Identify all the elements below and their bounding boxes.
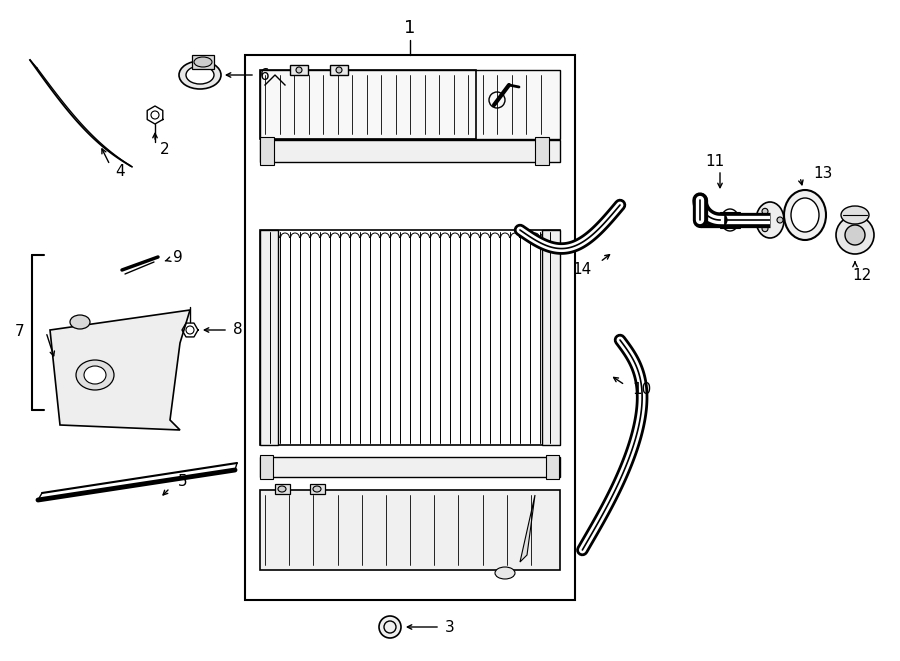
- Ellipse shape: [313, 486, 321, 492]
- Text: 2: 2: [160, 141, 169, 157]
- Bar: [192, 55, 214, 69]
- Polygon shape: [520, 495, 535, 562]
- Ellipse shape: [756, 202, 784, 238]
- Bar: [260, 70, 560, 139]
- Ellipse shape: [836, 216, 874, 254]
- Circle shape: [719, 217, 724, 223]
- Text: 3: 3: [445, 619, 455, 635]
- Text: 8: 8: [233, 323, 243, 338]
- Bar: [260, 140, 560, 162]
- Bar: [260, 230, 278, 445]
- Text: 9: 9: [173, 249, 183, 264]
- Bar: [310, 484, 325, 494]
- Ellipse shape: [70, 315, 90, 329]
- Circle shape: [743, 217, 749, 223]
- Bar: [260, 70, 476, 139]
- Ellipse shape: [495, 567, 515, 579]
- Ellipse shape: [186, 66, 214, 84]
- Bar: [542, 230, 560, 445]
- Text: 12: 12: [852, 268, 871, 284]
- Bar: [535, 137, 549, 165]
- Bar: [260, 490, 560, 570]
- Text: 14: 14: [572, 262, 592, 278]
- Bar: [260, 137, 274, 165]
- Ellipse shape: [278, 486, 286, 492]
- Circle shape: [379, 616, 401, 638]
- Ellipse shape: [84, 366, 106, 384]
- Ellipse shape: [784, 190, 826, 240]
- Bar: [245, 55, 575, 600]
- Text: 4: 4: [115, 165, 124, 180]
- Bar: [260, 457, 560, 477]
- Bar: [330, 65, 348, 75]
- Ellipse shape: [76, 360, 114, 390]
- Text: 1: 1: [404, 19, 416, 37]
- Text: 13: 13: [813, 165, 833, 180]
- Circle shape: [762, 225, 768, 231]
- Text: 11: 11: [706, 155, 724, 169]
- Circle shape: [707, 217, 713, 223]
- Text: 6: 6: [260, 67, 270, 83]
- Ellipse shape: [194, 57, 212, 67]
- Ellipse shape: [841, 206, 869, 224]
- Ellipse shape: [845, 225, 865, 245]
- Ellipse shape: [791, 198, 819, 232]
- Bar: [260, 455, 273, 479]
- Polygon shape: [50, 310, 190, 430]
- Bar: [275, 484, 290, 494]
- Bar: [290, 65, 308, 75]
- Circle shape: [762, 208, 768, 214]
- Circle shape: [777, 217, 783, 223]
- Text: 10: 10: [632, 383, 652, 397]
- Circle shape: [732, 217, 736, 223]
- Text: 7: 7: [14, 325, 24, 340]
- Circle shape: [296, 67, 302, 73]
- Circle shape: [336, 67, 342, 73]
- Bar: [260, 230, 560, 445]
- Text: 5: 5: [178, 475, 187, 490]
- Ellipse shape: [721, 209, 739, 231]
- Bar: [546, 455, 559, 479]
- Ellipse shape: [179, 61, 221, 89]
